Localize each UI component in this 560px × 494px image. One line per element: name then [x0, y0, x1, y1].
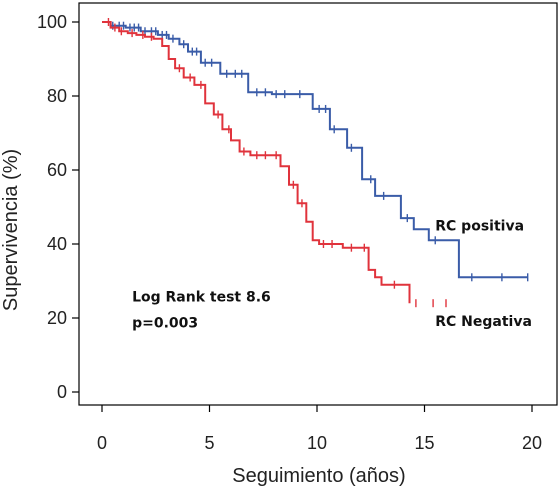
- y-tick-label: 60: [47, 160, 67, 180]
- plot-frame: [78, 2, 558, 406]
- axis-ticks: 0 5 10 15 20 0 20 40 60 80 100: [37, 12, 542, 453]
- series-line-rc-positiva: [102, 21, 528, 279]
- x-tick-label: 10: [307, 433, 327, 453]
- y-tick-label: 20: [47, 308, 67, 328]
- annotation-group: Log Rank test 8.6 p=0.003 RC positiva RC Ne…: [132, 218, 532, 331]
- x-tick-label: 15: [414, 433, 434, 453]
- x-tick-label: 5: [204, 433, 214, 453]
- series-group: [102, 18, 529, 308]
- x-tick-label: 0: [97, 433, 107, 453]
- y-axis-label: Supervivencia (%): [0, 149, 22, 311]
- chart-annotation: p=0.003: [132, 315, 198, 331]
- x-axis-label: Seguimiento (años): [232, 465, 405, 487]
- y-tick-label: 80: [47, 86, 67, 106]
- chart-annotation: RC Negativa: [435, 314, 532, 330]
- y-tick-label: 40: [47, 234, 67, 254]
- chart-annotation: Log Rank test 8.6: [132, 289, 271, 305]
- chart-annotation: RC positiva: [435, 218, 524, 234]
- series-line-rc-negativa: [102, 21, 411, 304]
- x-tick-label: 20: [522, 433, 542, 453]
- y-tick-label: 100: [37, 12, 67, 32]
- y-tick-label: 0: [57, 382, 67, 402]
